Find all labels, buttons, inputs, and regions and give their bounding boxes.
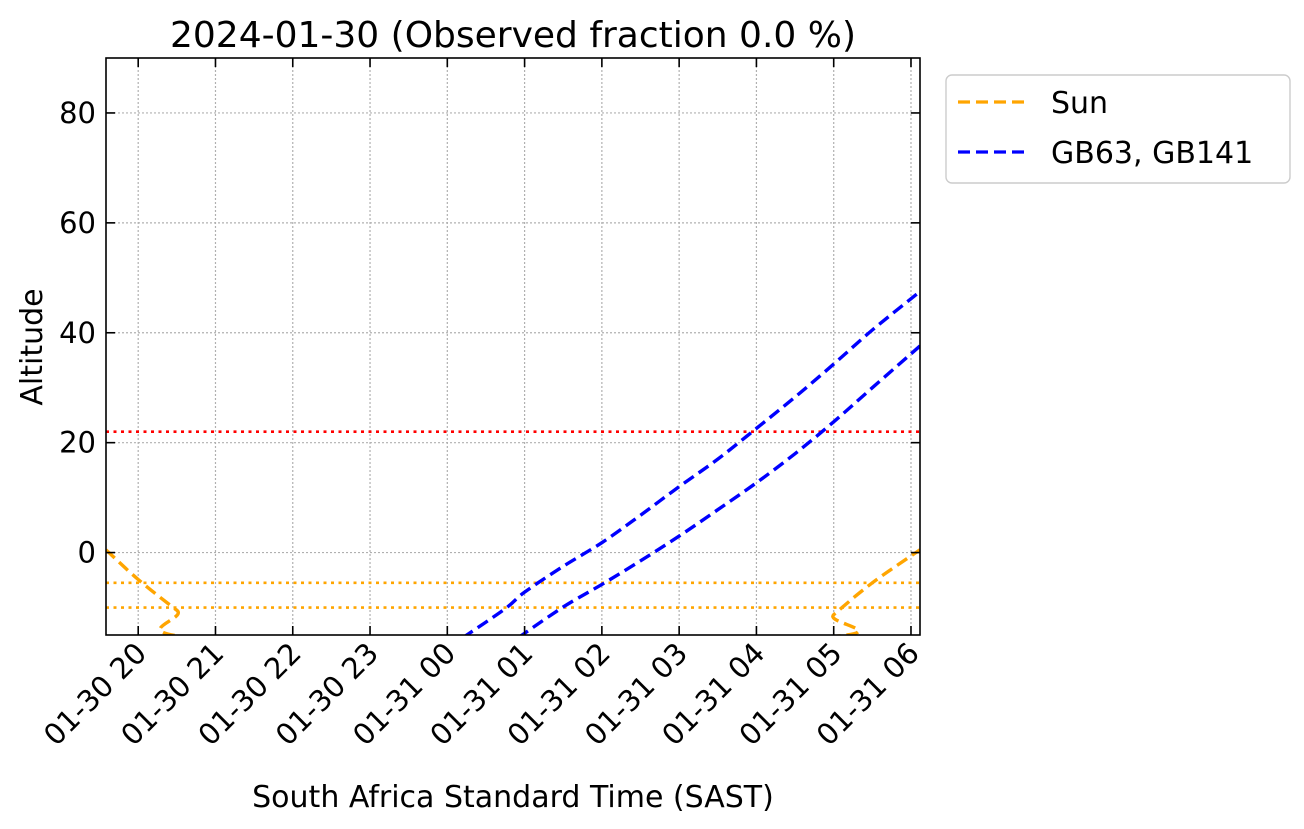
plot-frame [105,57,921,636]
y-tick-label: 80 [59,96,96,130]
series-lines [106,290,920,635]
x-axis-label: South Africa Standard Time (SAST) [252,780,774,815]
series-line [519,344,920,635]
plot-area [106,58,920,635]
series-line [463,290,920,635]
reference-lines [106,430,920,609]
chart-title: 2024-01-30 (Observed fraction 0.0 %) [170,15,856,56]
series-line [106,548,920,635]
y-tick-label: 20 [59,426,96,460]
y-tick-label: 40 [59,316,96,350]
legend-sun-label: Sun [1051,86,1108,121]
y-tick-label: 60 [59,206,96,240]
y-axis-label: Altitude [15,288,50,405]
y-tick-label: 0 [78,536,96,570]
legend-target-label: GB63, GB141 [1051,136,1253,171]
legend-box [945,74,1291,184]
legend: Sun GB63, GB141 [945,74,1291,184]
grid [106,58,920,635]
